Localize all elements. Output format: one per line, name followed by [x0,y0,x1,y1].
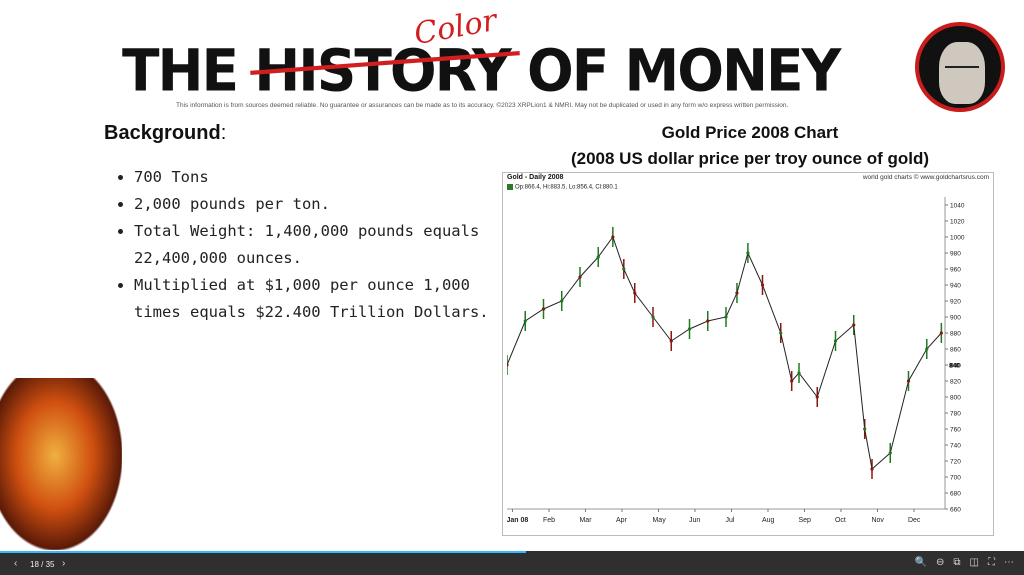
x-tick-label: Oct [835,517,846,524]
y-tick-label: 760 [950,427,961,434]
y-tick-label: 800 [950,395,961,402]
bullet-item: 700 Tons [134,164,494,191]
title-pre: THE [122,36,255,104]
y-tick-label: 1020 [950,219,965,226]
price-point [852,323,856,327]
title-post: OF MONEY [509,36,841,104]
price-point [560,299,564,303]
chart-title-line1: Gold Price 2008 Chart [661,123,839,142]
zoom-icon[interactable]: 🔍 [914,557,928,568]
y-tick-label: 980 [950,251,961,258]
y-tick-label: 680 [950,491,961,498]
price-point [735,291,739,295]
chart-credit: world gold charts © www.goldchartsrus.co… [862,174,989,181]
y-tick-label: 660 [950,507,961,514]
page-counter: 18 / 35 [30,560,55,569]
price-point [833,339,838,343]
price-point [651,315,655,319]
x-tick-label: Mar [579,517,592,524]
y-tick-label: 1040 [950,203,965,210]
x-tick-label: Jul [725,517,734,524]
background-heading: Background: [104,122,227,144]
x-tick-label: Nov [871,517,884,524]
title-struck-word: HISTORY [254,36,512,104]
prev-slide-button[interactable]: ‹ [14,558,18,569]
presentation-title: THE HISTORY OF MONEY [122,36,841,104]
price-point [706,319,710,323]
y-tick-label: 940 [950,283,961,290]
zoom-out-icon[interactable]: ⊖ [936,557,945,568]
x-tick-label: Apr [616,517,628,524]
bullet-item: Total Weight: 1,400,000 pounds equals 22… [134,218,494,272]
y-tick-label: 700 [950,475,961,482]
price-point [815,395,819,399]
y-tick-label: 820 [950,379,961,386]
price-point [939,331,943,335]
x-tick-label: Feb [543,517,555,524]
chart-title: Gold Price 2008 Chart (2008 US dollar pr… [500,120,1000,172]
price-point [888,451,892,455]
y-tick-label: 1000 [950,235,965,242]
slide-progress-bar [0,551,527,553]
price-point [906,379,911,383]
lion-image [0,378,122,550]
price-point [746,251,750,255]
bullet-item: Multiplied at $1,000 per ounce 1,000 tim… [134,272,494,326]
y-tick-label: 740 [950,443,961,450]
price-point [779,331,783,335]
chart-plot: 660 680 700 720 740 760 780 800 820 840 860 880 900 9… [507,197,965,524]
price-point [669,339,673,343]
price-line [507,235,942,470]
x-tick-label: Dec [908,517,921,524]
viewer-toolbar [0,551,1024,575]
y-tick-label: 840 [950,363,961,370]
gold-chart: Gold - Daily 2008 world gold charts © ww… [502,172,994,536]
price-point [596,255,600,259]
fullscreen-icon[interactable]: ⛶ [988,557,995,568]
x-tick-label: Sep [798,517,811,524]
y-tick-label: 920 [950,299,961,306]
price-point [578,275,582,279]
x-tick-label: Jan 08 [507,517,528,524]
price-point [724,315,728,319]
y-tick-label: 860 [950,347,961,354]
layout-icon[interactable]: ◫ [969,557,979,568]
y-tick-label: 880 [950,331,961,338]
y-tick-label: 780 [950,411,961,418]
ohlc-readout: Op:866.4, Hi:883.5, Lo:856.4, Cl:880.1 [507,184,618,191]
price-point [760,283,765,287]
viewer-tools: 🔍 ⊖ ⧉ ◫ ⛶ ⋯ [915,557,1014,568]
author-seal-logo [915,22,1005,112]
chart-header: Gold - Daily 2008 [507,174,564,181]
more-icon[interactable]: ⋯ [1004,557,1014,568]
price-point [863,427,867,431]
y-tick-label: 900 [950,315,961,322]
bullet-item: 2,000 pounds per ton. [134,191,494,218]
price-point [687,327,692,331]
y-tick-label: 720 [950,459,961,466]
copy-icon[interactable]: ⧉ [953,557,961,568]
x-tick-label: Jun [689,517,700,524]
price-point [523,319,527,323]
x-tick-label: Aug [762,517,775,524]
price-point [507,363,509,367]
price-point [611,235,615,239]
price-point [633,291,637,295]
price-point [797,371,801,375]
price-point [870,467,874,471]
background-bullets: 700 Tons 2,000 pounds per ton. Total Wei… [118,164,494,326]
disclaimer-text: This information is from sources deemed … [176,102,789,109]
chart-title-line2: (2008 US dollar price per troy ounce of … [570,149,929,168]
price-point [622,267,626,271]
y-tick-label: 960 [950,267,961,274]
price-point [541,307,546,311]
price-point [790,379,794,383]
x-tick-label: May [652,517,666,524]
next-slide-button[interactable]: › [62,558,66,569]
current-price-marker: 840 [949,363,960,370]
price-point [925,347,929,351]
